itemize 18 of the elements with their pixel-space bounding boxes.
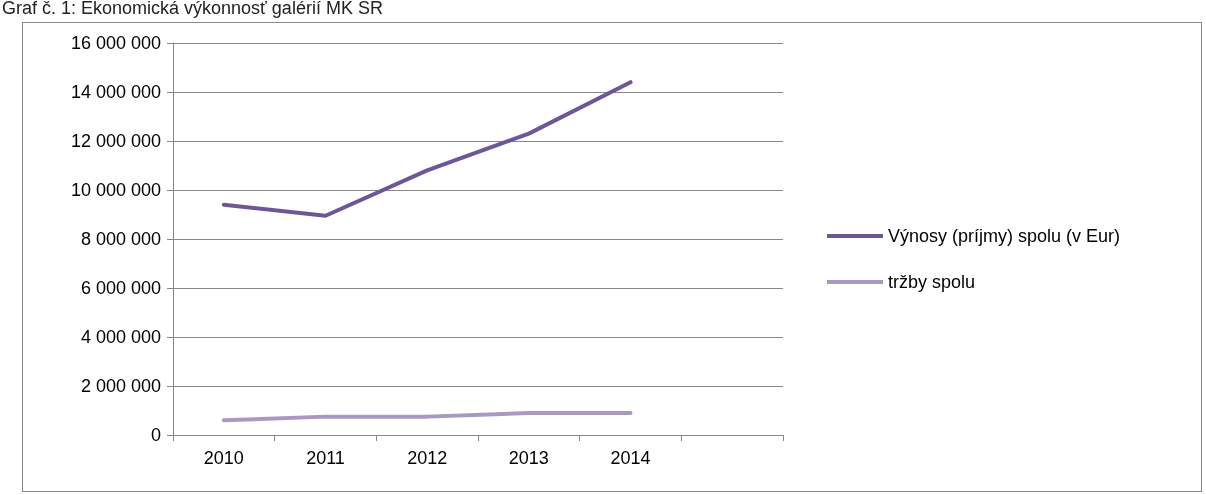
- x-tick-label: 2010: [203, 448, 244, 468]
- legend-label: Výnosy (príjmy) spolu (v Eur): [888, 226, 1121, 246]
- y-tick-label: 2 000 000: [80, 376, 161, 396]
- y-tick-label: 16 000 000: [70, 33, 161, 53]
- y-tick-label: 0: [150, 425, 161, 445]
- y-tick-label: 10 000 000: [70, 180, 161, 200]
- x-tick-label: 2012: [407, 448, 448, 468]
- x-tick-label: 2014: [610, 448, 651, 468]
- y-tick-label: 6 000 000: [80, 278, 161, 298]
- line-series: [221, 80, 633, 218]
- chart-title: Graf č. 1: Ekonomická výkonnosť galérií MK SR: [2, 0, 383, 19]
- y-tick-label: 14 000 000: [70, 82, 161, 102]
- x-tick-label: 2011: [306, 448, 345, 468]
- legend-label: tržby spolu: [888, 272, 976, 292]
- x-tick-label: 2013: [508, 448, 549, 468]
- y-tick-label: 12 000 000: [70, 131, 161, 151]
- y-tick-label: 8 000 000: [80, 229, 161, 249]
- y-tick-label: 4 000 000: [80, 327, 161, 347]
